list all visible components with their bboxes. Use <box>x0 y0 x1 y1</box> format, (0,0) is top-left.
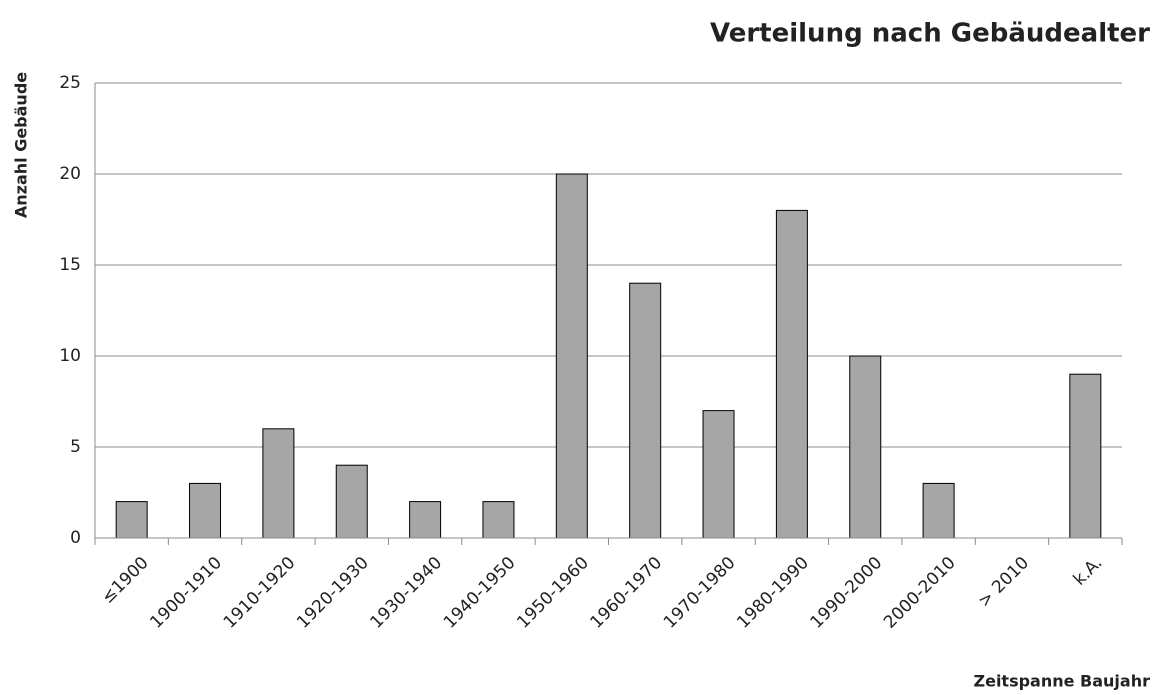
bar <box>409 501 442 539</box>
bar <box>115 501 148 539</box>
x-tick-label: 1900-1910 <box>146 553 226 633</box>
x-tick-label: 1960-1970 <box>587 553 667 633</box>
x-tick-label: 1930-1940 <box>367 553 447 633</box>
bar <box>189 482 222 539</box>
x-axis-label: Zeitspanne Baujahr <box>973 672 1150 691</box>
bar <box>555 173 588 539</box>
x-tick-label: 1970-1980 <box>660 553 740 633</box>
x-tick-label: > 2010 <box>974 553 1033 612</box>
bar <box>482 501 515 539</box>
bar <box>262 428 295 539</box>
x-tick-label: 2000-2010 <box>880 553 960 633</box>
y-tick-label: 0 <box>70 528 81 548</box>
bar <box>335 464 368 539</box>
bar <box>629 282 662 539</box>
x-tick-label: ≤1900 <box>98 553 153 608</box>
y-tick-label: 5 <box>70 437 81 457</box>
x-tick-label: 1990-2000 <box>807 553 887 633</box>
chart-title: Verteilung nach Gebäudealter <box>710 19 1150 49</box>
bar <box>1069 373 1102 539</box>
x-tick-label: 1950-1960 <box>513 553 593 633</box>
y-tick-label: 20 <box>59 164 81 184</box>
y-tick-label: 25 <box>59 73 81 93</box>
bar <box>775 209 808 539</box>
y-tick-label: 15 <box>59 255 81 275</box>
x-tick-label: 1920-1930 <box>293 553 373 633</box>
bar <box>922 482 955 539</box>
bar <box>849 355 882 539</box>
x-tick-label: 1940-1950 <box>440 553 520 633</box>
y-axis-label: Anzahl Gebäude <box>12 72 31 218</box>
x-tick-label: 1980-1990 <box>733 553 813 633</box>
x-tick-label: k.A. <box>1070 553 1107 590</box>
bar <box>702 410 735 539</box>
x-tick-label: 1910-1920 <box>220 553 300 633</box>
y-tick-label: 10 <box>59 346 81 366</box>
